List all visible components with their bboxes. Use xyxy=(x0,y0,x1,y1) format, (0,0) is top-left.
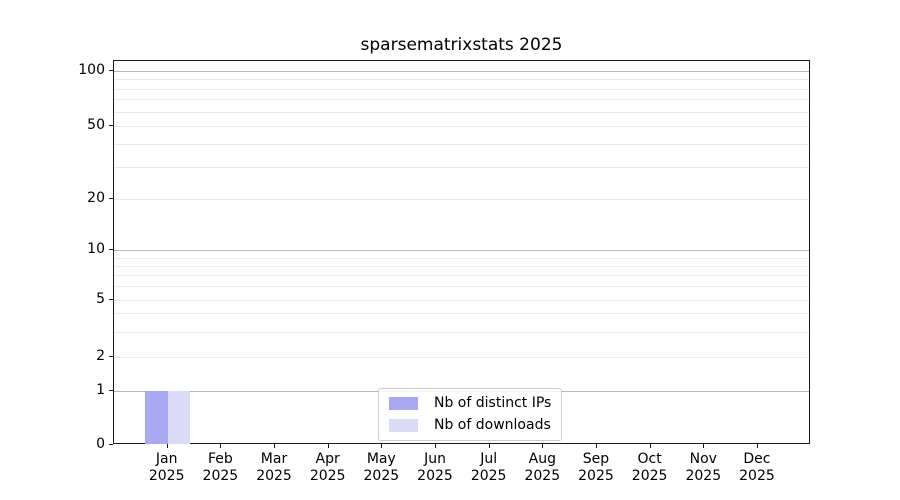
x-tick-mark xyxy=(435,444,436,448)
x-tick-label: Jan 2025 xyxy=(135,451,199,485)
minor-gridline xyxy=(114,99,809,101)
legend-swatch-downloads xyxy=(389,419,418,432)
y-tick-label: 2 xyxy=(96,348,105,364)
x-tick-mark xyxy=(542,444,544,448)
x-tick-year: 2025 xyxy=(202,468,239,484)
x-tick-label: Apr 2025 xyxy=(296,451,360,485)
x-tick-label: May 2025 xyxy=(349,451,413,485)
x-tick-mark xyxy=(756,444,758,448)
x-tick-year: 2025 xyxy=(685,468,722,484)
minor-gridline xyxy=(114,275,809,277)
minor-gridline xyxy=(114,199,809,200)
x-tick-month: Mar xyxy=(260,451,288,467)
x-tick-mark xyxy=(381,444,383,448)
y-tick-mark xyxy=(109,299,113,300)
minor-gridline xyxy=(114,79,809,81)
y-tick-label: 5 xyxy=(96,291,105,307)
legend-entry-downloads: Nb of downloads xyxy=(389,417,551,434)
minor-gridline xyxy=(114,88,809,90)
x-tick-month: Dec xyxy=(743,451,771,467)
minor-gridline xyxy=(114,313,809,315)
y-tick-label: 50 xyxy=(87,117,105,133)
x-tick-mark xyxy=(220,444,222,448)
x-tick-year: 2025 xyxy=(148,468,185,484)
x-tick-month: May xyxy=(366,451,396,467)
x-tick-year: 2025 xyxy=(256,468,292,484)
legend-label-distinct-ips: Nb of distinct IPs xyxy=(434,395,552,411)
x-tick-label: Feb 2025 xyxy=(188,451,252,485)
minor-gridline xyxy=(114,300,809,301)
y-tick-mark xyxy=(109,444,113,445)
bar-downloads-jan-2025 xyxy=(167,391,191,444)
minor-gridline xyxy=(114,166,809,168)
x-tick-month: Jun xyxy=(424,451,446,467)
minor-gridline xyxy=(114,111,809,113)
minor-gridline xyxy=(114,331,809,333)
x-tick-label: Dec 2025 xyxy=(725,451,789,485)
x-tick-year: 2025 xyxy=(524,468,561,484)
major-gridline xyxy=(114,250,809,251)
y-tick-mark xyxy=(109,356,113,357)
bar-distinct-ips-jan-2025 xyxy=(145,391,168,444)
minor-gridline xyxy=(114,286,809,288)
x-tick-month: Nov xyxy=(689,451,717,467)
x-tick-mark xyxy=(703,444,705,448)
x-tick-month: Sep xyxy=(582,451,610,467)
y-tick-label: 20 xyxy=(87,190,105,206)
y-tick-label: 1 xyxy=(96,382,105,398)
legend-swatch-distinct-ips xyxy=(389,397,418,410)
legend: Nb of distinct IPs Nb of downloads xyxy=(378,388,563,441)
y-tick-mark xyxy=(109,249,113,250)
y-tick-mark xyxy=(109,198,113,199)
x-tick-label: Mar 2025 xyxy=(242,451,306,485)
minor-gridline xyxy=(114,126,809,127)
x-tick-mark xyxy=(488,444,490,448)
x-tick-year: 2025 xyxy=(470,468,507,484)
x-tick-year: 2025 xyxy=(578,468,614,484)
x-tick-month: Aug xyxy=(528,451,556,467)
x-tick-label: Jul 2025 xyxy=(457,451,521,485)
x-tick-label: Sep 2025 xyxy=(564,451,628,485)
x-tick-mark xyxy=(166,444,168,448)
x-tick-month: Jul xyxy=(480,451,498,467)
chart-title: sparsematrixstats 2025 xyxy=(360,35,563,55)
x-tick-month: Apr xyxy=(315,451,340,467)
x-tick-month: Feb xyxy=(207,451,233,467)
x-tick-label: Jun 2025 xyxy=(403,451,467,485)
x-tick-mark xyxy=(649,444,651,448)
x-tick-label: Oct 2025 xyxy=(618,451,682,485)
y-tick-label: 10 xyxy=(87,241,105,257)
x-tick-label: Aug 2025 xyxy=(510,451,574,485)
x-tick-year: 2025 xyxy=(739,468,775,484)
y-tick-mark xyxy=(109,390,113,391)
y-tick-mark xyxy=(109,70,113,71)
x-tick-year: 2025 xyxy=(363,468,400,484)
y-tick-mark xyxy=(109,125,113,126)
x-tick-label: Nov 2025 xyxy=(671,451,735,485)
plot-area: Nb of distinct IPs Nb of downloads xyxy=(113,60,810,444)
y-tick-label: 100 xyxy=(78,62,105,78)
x-tick-year: 2025 xyxy=(631,468,668,484)
minor-gridline xyxy=(114,357,809,358)
minor-gridline xyxy=(114,257,809,259)
legend-label-downloads: Nb of downloads xyxy=(434,417,551,433)
y-tick-label: 0 xyxy=(96,436,105,452)
legend-entry-distinct-ips: Nb of distinct IPs xyxy=(389,395,551,412)
x-tick-mark xyxy=(327,444,329,448)
x-tick-month: Oct xyxy=(637,451,662,467)
x-tick-mark xyxy=(274,444,276,448)
major-gridline xyxy=(114,71,809,72)
x-tick-mark xyxy=(595,444,597,448)
x-tick-month: Jan xyxy=(155,451,178,467)
x-tick-year: 2025 xyxy=(309,468,346,484)
minor-gridline xyxy=(114,143,809,145)
x-tick-year: 2025 xyxy=(417,468,453,484)
minor-gridline xyxy=(114,265,809,267)
